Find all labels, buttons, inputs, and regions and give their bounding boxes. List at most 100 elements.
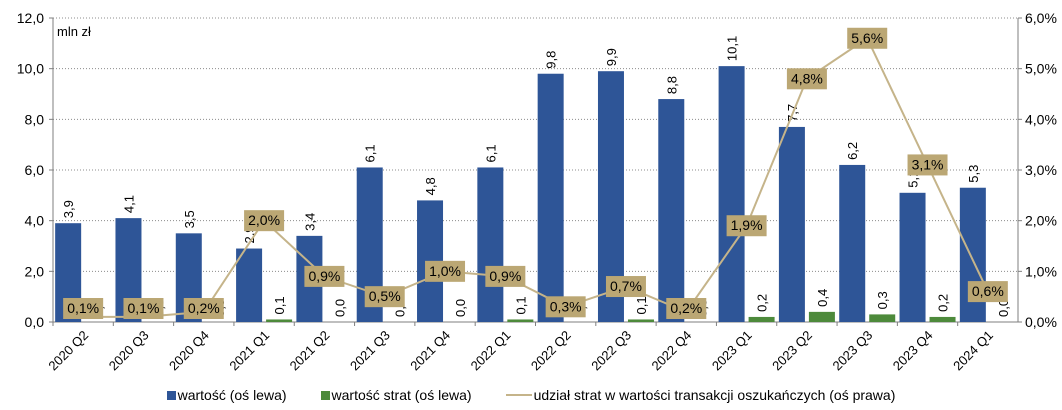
bar-value — [718, 66, 745, 322]
bar-value-label: 3,5 — [182, 210, 197, 228]
bar-value-label: 6,2 — [845, 142, 860, 160]
share-label-group: 1,9% — [726, 215, 767, 237]
share-label: 2,0% — [248, 212, 280, 228]
y-left-tick-label: 4,0 — [25, 213, 45, 229]
x-tick-label: 2022 Q2 — [528, 328, 574, 374]
share-label-box — [666, 298, 707, 319]
share-label: 3,1% — [912, 156, 944, 172]
share-label-box — [485, 265, 526, 287]
share-label-group: 0,1% — [63, 298, 104, 319]
chart-plot: 0,0 2,0 4,0 6,0 8,0 10,0 12,0 0,0% 1,0% 2,0% 3,0% 4… — [17, 10, 1057, 374]
x-tick-label: 2021 Q3 — [347, 328, 393, 374]
bar-value — [778, 126, 805, 322]
bar-value-label: 4,8 — [423, 177, 438, 195]
bar-value-label: 5,3 — [966, 165, 981, 183]
bar-value — [236, 248, 263, 322]
share-label-box — [726, 215, 767, 237]
share-label: 0,6% — [972, 283, 1004, 299]
x-tick-label: 2021 Q4 — [407, 328, 453, 374]
x-tick-label: 2021 Q2 — [287, 328, 333, 374]
bar-losses-label: 0,1 — [272, 296, 287, 314]
share-label: 0,2% — [188, 300, 220, 316]
share-label-box — [364, 286, 405, 308]
share-label: 0,5% — [369, 288, 401, 304]
bar-value-label: 6,1 — [483, 144, 498, 162]
bar-losses-label: 0,0 — [453, 299, 468, 317]
bar-value-label: 6,1 — [363, 144, 378, 162]
share-label-box — [304, 265, 345, 287]
share-label: 0,9% — [308, 268, 340, 284]
share-label: 0,7% — [610, 278, 642, 294]
y-right-tick-label: 5,0% — [1025, 61, 1057, 77]
share-label-group: 1,0% — [425, 260, 466, 282]
x-tick-label: 2023 Q4 — [890, 328, 936, 374]
legend-item-value: wartość (oś lewa) — [166, 387, 287, 403]
x-tick-label: 2020 Q3 — [106, 328, 152, 374]
share-label: 0,2% — [670, 300, 702, 316]
share-label-box — [545, 296, 586, 318]
share-label-group: 0,6% — [967, 281, 1008, 303]
bar-losses — [266, 319, 293, 322]
unit-label: mln zł — [57, 24, 91, 39]
x-tick-label: 2022 Q3 — [588, 328, 634, 374]
bar-losses-label: 0,0 — [996, 299, 1011, 317]
y-right-tick-label: 6,0% — [1025, 10, 1057, 26]
y-right-tick-label: 2,0% — [1025, 213, 1057, 229]
bar-losses-label: 0,4 — [815, 289, 830, 307]
y-left-tick-label: 2,0 — [25, 263, 45, 279]
x-tick-label: 2020 Q2 — [45, 328, 91, 374]
share-label: 0,1% — [128, 300, 160, 316]
bar-losses-label: 0,1 — [634, 296, 649, 314]
share-label-box — [605, 276, 646, 298]
y-right-tick-label: 4,0% — [1025, 111, 1057, 127]
share-label: 1,0% — [429, 263, 461, 279]
share-label-box — [123, 298, 164, 319]
share-label-box — [63, 298, 104, 319]
bar-value-label: 3,9 — [61, 200, 76, 218]
y-left-tick-label: 10,0 — [17, 61, 44, 77]
legend-label-losses: wartość strat (oś lewa) — [331, 387, 472, 403]
bar-value — [658, 99, 685, 322]
share-label-box — [183, 298, 224, 319]
y-left-tick-label: 12,0 — [17, 10, 44, 26]
share-label-group: 0,9% — [304, 265, 345, 287]
x-tick-label: 2024 Q1 — [950, 328, 996, 374]
bar-losses-label: 0,0 — [332, 299, 347, 317]
x-tick-label: 2021 Q1 — [226, 328, 272, 374]
share-label-group: 5,6% — [847, 27, 888, 49]
share-label-box — [907, 154, 948, 176]
legend-label-share: udział strat w wartości transakcji oszuk… — [533, 387, 896, 403]
share-label-group: 0,2% — [183, 298, 224, 319]
share-label-group: 4,8% — [786, 68, 827, 90]
bar-losses-label: 0,2 — [936, 294, 951, 312]
bar-value — [537, 73, 564, 322]
share-label-group: 0,1% — [123, 298, 164, 319]
share-line — [83, 36, 989, 318]
bar-losses-label: 0,3 — [875, 291, 890, 309]
bar-losses — [507, 319, 534, 322]
share-label: 1,9% — [731, 217, 763, 233]
y-left-tick-label: 6,0 — [25, 162, 45, 178]
share-label-box — [425, 260, 466, 282]
x-tick-label: 2023 Q3 — [829, 328, 875, 374]
legend-label-value: wartość (oś lewa) — [177, 387, 287, 403]
x-tick-label: 2023 Q1 — [709, 328, 755, 374]
x-tick-label: 2023 Q2 — [769, 328, 815, 374]
bar-value-label: 10,1 — [725, 36, 740, 61]
share-label-group: 0,7% — [605, 276, 646, 298]
share-label-box — [244, 210, 285, 232]
bar-losses — [929, 316, 956, 322]
share-label-box — [967, 281, 1008, 303]
y-left-tick-label: 8,0 — [25, 111, 45, 127]
share-label: 4,8% — [791, 70, 823, 86]
share-label: 0,3% — [550, 298, 582, 314]
share-label-group: 3,1% — [907, 154, 948, 176]
bar-losses — [808, 311, 835, 322]
share-label-group: 0,2% — [666, 298, 707, 319]
bar-losses — [627, 319, 654, 322]
share-label-group: 0,5% — [364, 286, 405, 308]
bar-value — [899, 192, 926, 322]
share-label-box — [847, 27, 888, 49]
share-label: 0,9% — [489, 268, 521, 284]
